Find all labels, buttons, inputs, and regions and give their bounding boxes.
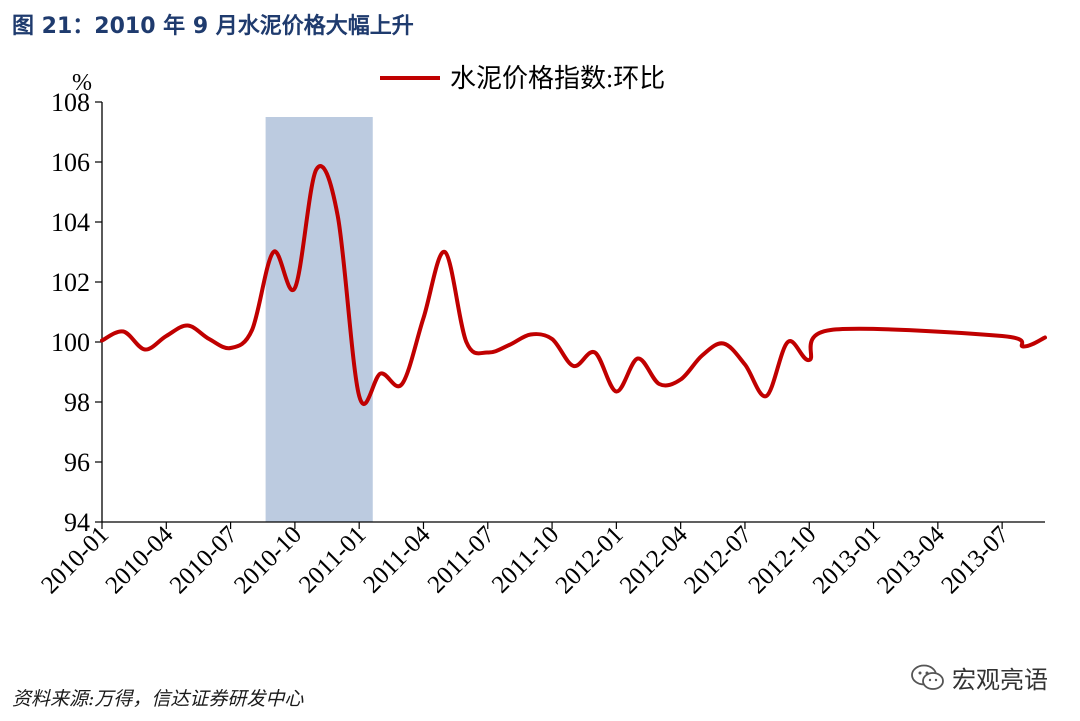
x-tick-label-2012-01: 2012-01 xyxy=(551,521,629,599)
y-tick-label-108: 108 xyxy=(51,88,90,117)
figure-title: 图 21：2010 年 9 月水泥价格大幅上升 xyxy=(12,14,414,39)
y-tick-label-102: 102 xyxy=(51,268,90,297)
y-tick-label-98: 98 xyxy=(64,388,90,417)
x-tick-label-2010-04: 2010-04 xyxy=(101,521,179,599)
x-tick-label-2013-01: 2013-01 xyxy=(808,521,886,599)
source-note: 资料来源:万得，信达证券研发中心 xyxy=(12,688,304,710)
wechat-icon xyxy=(911,664,944,690)
x-tick-label-2010-07: 2010-07 xyxy=(165,521,243,599)
y-tick-label-96: 96 xyxy=(64,448,90,477)
x-tick-label-2012-10: 2012-10 xyxy=(743,521,821,599)
x-tick-label-2013-07: 2013-07 xyxy=(936,521,1014,599)
legend-label: 水泥价格指数:环比 xyxy=(450,64,665,93)
x-tick-label-2010-10: 2010-10 xyxy=(229,521,307,599)
highlight-band xyxy=(265,117,373,522)
x-tick-label-2012-04: 2012-04 xyxy=(615,521,693,599)
y-tick-label-100: 100 xyxy=(51,328,90,357)
series-line xyxy=(100,164,1047,406)
x-tick-label-2011-10: 2011-10 xyxy=(487,521,564,598)
x-tick-label-2011-01: 2011-01 xyxy=(294,521,371,598)
x-tick-label-2011-04: 2011-04 xyxy=(358,521,436,599)
line-chart: 949698100102104106108%2010-012010-042010… xyxy=(36,64,1047,599)
y-tick-label-106: 106 xyxy=(51,148,90,177)
x-tick-label-2013-04: 2013-04 xyxy=(872,521,950,599)
watermark: 宏观亮语 xyxy=(910,660,1048,695)
y-axis-unit: % xyxy=(72,70,92,96)
x-tick-label-2012-07: 2012-07 xyxy=(679,521,757,599)
y-tick-label-94: 94 xyxy=(64,508,90,537)
x-tick-label-2011-07: 2011-07 xyxy=(423,521,500,598)
y-tick-label-104: 104 xyxy=(51,208,90,237)
watermark-text: 宏观亮语 xyxy=(952,666,1048,694)
chart-area: 94 96 98 100 102 104 106 108% 2010-01 2010-04 2010… xyxy=(0,40,1080,680)
